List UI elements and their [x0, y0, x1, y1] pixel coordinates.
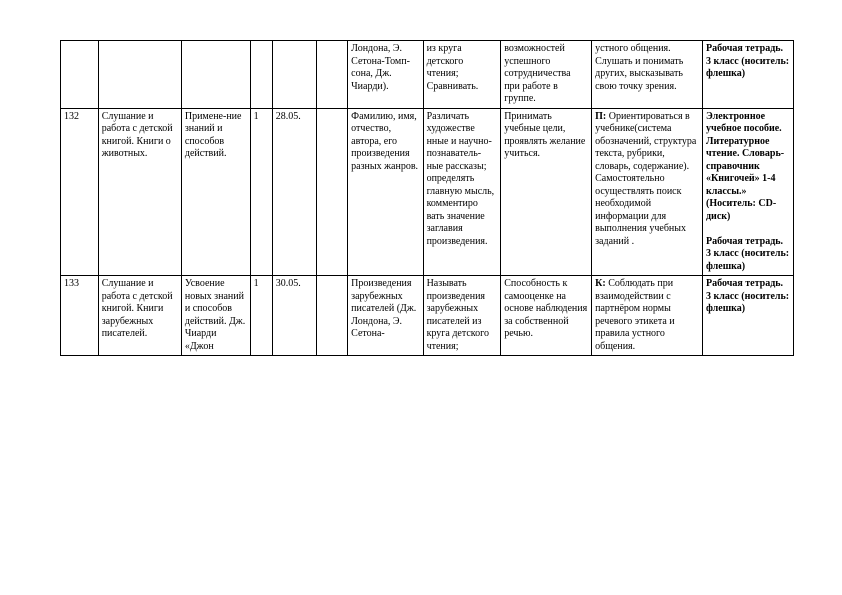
cell-activity: Примене-ние знаний и способов действий.	[181, 108, 250, 276]
meta-prefix: К:	[595, 278, 606, 289]
cell-activity	[181, 41, 250, 109]
cell-hours: 1	[250, 276, 272, 356]
table-row: 132 Слушание и работа с детской книгой. …	[61, 108, 794, 276]
cell-extra	[317, 108, 348, 276]
cell-personal: Принимать учебные цели, проявлять желани…	[501, 108, 592, 276]
meta-body: Соблюдать при взаимодействии с партнёром…	[595, 278, 675, 352]
cell-known: Фамилию, имя, отчество, автора, его прои…	[348, 108, 423, 276]
cell-num: 132	[61, 108, 99, 276]
cell-extra	[317, 41, 348, 109]
cell-resource: Рабочая тетрадь. 3 класс (носитель: флеш…	[703, 41, 794, 109]
cell-topic: Слушание и работа с детской книгой. Книг…	[98, 108, 181, 276]
meta-body: Ориентироваться в учебнике(система обозн…	[595, 111, 696, 247]
cell-hours: 1	[250, 108, 272, 276]
cell-extra	[317, 276, 348, 356]
cell-known: Произведения зарубежных писателей (Дж. Л…	[348, 276, 423, 356]
cell-num: 133	[61, 276, 99, 356]
cell-num	[61, 41, 99, 109]
cell-meta: устного общения. Слушать и понимать друг…	[592, 41, 703, 109]
cell-personal: возможностей успешного сотрудничества пр…	[501, 41, 592, 109]
resource-a: Электронное учебное пособие. Литературно…	[706, 111, 784, 222]
cell-date: 30.05.	[272, 276, 316, 356]
cell-skill: Называть произведения зарубежных писател…	[423, 276, 501, 356]
cell-date	[272, 41, 316, 109]
cell-personal: Способность к самооценке на основе наблю…	[501, 276, 592, 356]
lesson-plan-table: Лондона, Э. Сетона-Томп-сона, Дж. Чиарди…	[60, 40, 794, 356]
cell-activity: Усвоение новых знаний и способов действи…	[181, 276, 250, 356]
cell-resource: Электронное учебное пособие. Литературно…	[703, 108, 794, 276]
cell-hours	[250, 41, 272, 109]
cell-topic	[98, 41, 181, 109]
cell-skill: Различать художестве нные и научно-позна…	[423, 108, 501, 276]
cell-date: 28.05.	[272, 108, 316, 276]
cell-skill: из круга детского чтения; Сравнивать.	[423, 41, 501, 109]
resource-b: Рабочая тетрадь. 3 класс (носитель: флеш…	[706, 236, 789, 272]
cell-resource: Рабочая тетрадь. 3 класс (носитель: флеш…	[703, 276, 794, 356]
table-row: Лондона, Э. Сетона-Томп-сона, Дж. Чиарди…	[61, 41, 794, 109]
table-row: 133 Слушание и работа с детской книгой. …	[61, 276, 794, 356]
cell-meta: П: Ориентироваться в учебнике(система об…	[592, 108, 703, 276]
cell-topic: Слушание и работа с детской книгой. Книг…	[98, 276, 181, 356]
cell-known: Лондона, Э. Сетона-Томп-сона, Дж. Чиарди…	[348, 41, 423, 109]
cell-meta: К: Соблюдать при взаимодействии с партнё…	[592, 276, 703, 356]
meta-prefix: П:	[595, 111, 606, 122]
